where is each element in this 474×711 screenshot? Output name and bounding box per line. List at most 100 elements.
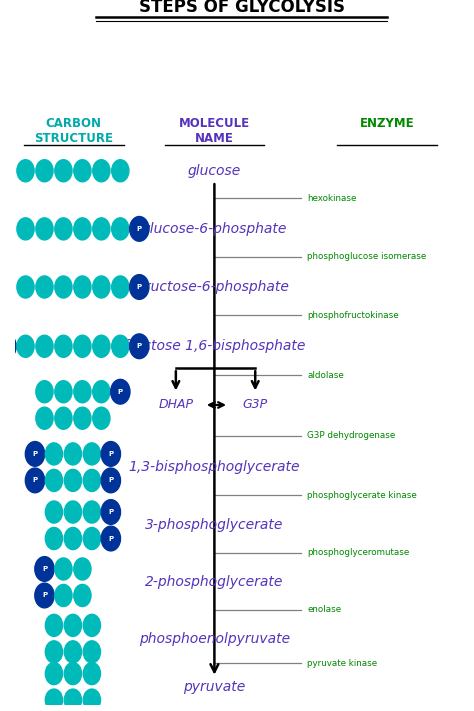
Circle shape bbox=[83, 443, 100, 465]
Circle shape bbox=[36, 335, 53, 358]
Text: P: P bbox=[137, 284, 142, 290]
Circle shape bbox=[55, 380, 72, 402]
Circle shape bbox=[25, 442, 45, 466]
Circle shape bbox=[46, 469, 63, 491]
Circle shape bbox=[112, 160, 129, 182]
Circle shape bbox=[101, 468, 120, 493]
Circle shape bbox=[101, 442, 120, 466]
Circle shape bbox=[112, 335, 129, 358]
Text: P: P bbox=[137, 226, 142, 232]
Text: CARBON
STRUCTURE: CARBON STRUCTURE bbox=[34, 117, 113, 145]
Circle shape bbox=[64, 443, 82, 465]
Circle shape bbox=[110, 380, 130, 404]
Circle shape bbox=[83, 501, 100, 523]
Text: fructose 1,6-bisphosphate: fructose 1,6-bisphosphate bbox=[124, 339, 305, 353]
Circle shape bbox=[74, 218, 91, 240]
Text: phosphoenolpyruvate: phosphoenolpyruvate bbox=[139, 631, 290, 646]
Text: aldolase: aldolase bbox=[308, 371, 344, 380]
Circle shape bbox=[0, 334, 16, 358]
Circle shape bbox=[55, 558, 72, 580]
Text: P: P bbox=[4, 343, 9, 349]
Circle shape bbox=[17, 335, 34, 358]
Circle shape bbox=[83, 528, 100, 550]
Circle shape bbox=[83, 663, 100, 685]
Circle shape bbox=[101, 500, 120, 525]
Circle shape bbox=[83, 469, 100, 491]
Circle shape bbox=[25, 468, 45, 493]
Text: G3P dehydrogenase: G3P dehydrogenase bbox=[308, 432, 396, 440]
Circle shape bbox=[129, 334, 149, 358]
Text: P: P bbox=[32, 451, 37, 457]
Text: phosphoglyceromutase: phosphoglyceromutase bbox=[308, 548, 410, 557]
Text: fructose-6-phosphate: fructose-6-phosphate bbox=[140, 280, 289, 294]
Text: phosphofructokinase: phosphofructokinase bbox=[308, 311, 399, 320]
Text: P: P bbox=[108, 535, 113, 542]
Circle shape bbox=[36, 276, 53, 298]
Text: MOLECULE
NAME: MOLECULE NAME bbox=[179, 117, 250, 145]
Text: 2-phosphoglycerate: 2-phosphoglycerate bbox=[145, 575, 283, 589]
Circle shape bbox=[46, 501, 63, 523]
Text: enolase: enolase bbox=[308, 605, 342, 614]
Text: P: P bbox=[108, 477, 113, 483]
Text: P: P bbox=[108, 509, 113, 515]
Circle shape bbox=[101, 526, 120, 551]
Text: P: P bbox=[42, 592, 47, 599]
Circle shape bbox=[74, 160, 91, 182]
Text: glucose: glucose bbox=[188, 164, 241, 178]
Circle shape bbox=[36, 160, 53, 182]
Circle shape bbox=[55, 335, 72, 358]
Circle shape bbox=[93, 407, 110, 429]
Text: pyruvate: pyruvate bbox=[183, 680, 246, 694]
Circle shape bbox=[83, 641, 100, 663]
Circle shape bbox=[74, 407, 91, 429]
Text: hexokinase: hexokinase bbox=[308, 193, 357, 203]
Circle shape bbox=[17, 276, 34, 298]
Circle shape bbox=[64, 641, 82, 663]
Circle shape bbox=[46, 689, 63, 711]
Text: P: P bbox=[108, 451, 113, 457]
Circle shape bbox=[64, 528, 82, 550]
Circle shape bbox=[17, 160, 34, 182]
Circle shape bbox=[46, 614, 63, 636]
Circle shape bbox=[46, 528, 63, 550]
Text: phosphoglycerate kinase: phosphoglycerate kinase bbox=[308, 491, 417, 500]
Text: P: P bbox=[32, 477, 37, 483]
Circle shape bbox=[129, 217, 149, 241]
Circle shape bbox=[36, 407, 53, 429]
Text: phosphoglucose isomerase: phosphoglucose isomerase bbox=[308, 252, 427, 261]
Text: STEPS OF GLYCOLYSIS: STEPS OF GLYCOLYSIS bbox=[138, 0, 345, 16]
Circle shape bbox=[64, 501, 82, 523]
Circle shape bbox=[46, 663, 63, 685]
Circle shape bbox=[64, 689, 82, 711]
Circle shape bbox=[55, 218, 72, 240]
Circle shape bbox=[93, 335, 110, 358]
Circle shape bbox=[35, 557, 54, 582]
Text: DHAP: DHAP bbox=[158, 398, 193, 412]
Circle shape bbox=[74, 335, 91, 358]
Circle shape bbox=[93, 160, 110, 182]
Circle shape bbox=[112, 218, 129, 240]
Text: 3-phosphoglycerate: 3-phosphoglycerate bbox=[145, 518, 283, 533]
Circle shape bbox=[55, 276, 72, 298]
Circle shape bbox=[83, 614, 100, 636]
Circle shape bbox=[46, 443, 63, 465]
Circle shape bbox=[55, 584, 72, 606]
Circle shape bbox=[112, 276, 129, 298]
Circle shape bbox=[74, 380, 91, 402]
Circle shape bbox=[93, 218, 110, 240]
Circle shape bbox=[129, 274, 149, 299]
Text: glucose-6-phosphate: glucose-6-phosphate bbox=[142, 222, 287, 236]
Circle shape bbox=[64, 663, 82, 685]
Circle shape bbox=[74, 558, 91, 580]
Circle shape bbox=[74, 276, 91, 298]
Text: pyruvate kinase: pyruvate kinase bbox=[308, 658, 377, 668]
Text: P: P bbox=[42, 566, 47, 572]
Circle shape bbox=[36, 380, 53, 402]
Text: 1,3-bisphosphoglycerate: 1,3-bisphosphoglycerate bbox=[128, 460, 300, 474]
Circle shape bbox=[17, 218, 34, 240]
Circle shape bbox=[93, 380, 110, 402]
Circle shape bbox=[36, 218, 53, 240]
Circle shape bbox=[55, 160, 72, 182]
Circle shape bbox=[74, 584, 91, 606]
Text: G3P: G3P bbox=[243, 398, 268, 412]
